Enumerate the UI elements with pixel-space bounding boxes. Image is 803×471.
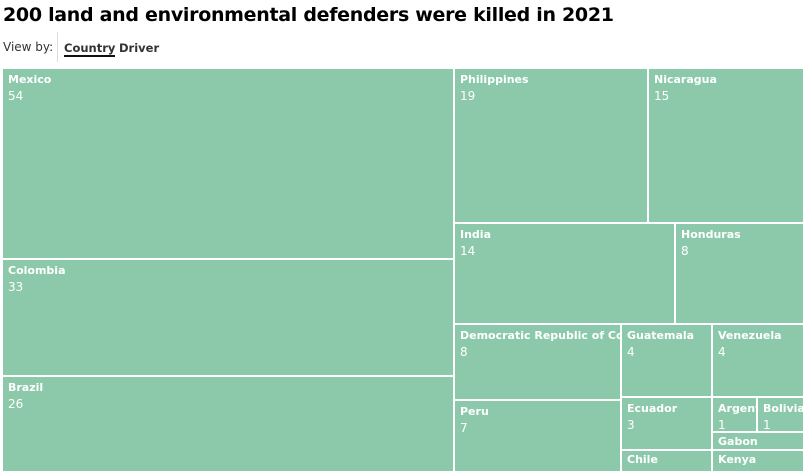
tile-label: Argentina [718, 402, 756, 415]
treemap-tile[interactable]: Argentina 1 [713, 398, 756, 431]
tile-value: 8 [681, 244, 689, 258]
tile-value: 8 [460, 345, 468, 359]
tile-value: 26 [8, 397, 24, 411]
treemap-tile[interactable]: Philippines 19 [455, 69, 647, 222]
view-by-country-tab[interactable]: Country [64, 41, 116, 57]
tile-label: Brazil [8, 381, 44, 394]
tile-value: 14 [460, 244, 476, 258]
tile-label: Philippines [460, 73, 529, 86]
treemap-tile[interactable]: Mexico 54 [3, 69, 453, 258]
divider [57, 32, 58, 62]
tile-value: 54 [8, 89, 24, 103]
chart-title: 200 land and environmental defenders wer… [3, 4, 614, 26]
tile-value: 1 [627, 469, 706, 471]
tile-label: Mexico [8, 73, 52, 86]
tile-label: Bolivia [763, 402, 803, 415]
tile-label: India [460, 228, 491, 241]
tile-label: Guatemala [627, 329, 695, 342]
tile-value: 1 [718, 469, 798, 471]
tile-label: Peru [460, 405, 489, 418]
view-by-driver-tab[interactable]: Driver [119, 41, 160, 55]
tile-label: Gabon [718, 435, 758, 448]
tile-label: Kenya [718, 453, 757, 466]
treemap-tile[interactable]: Ecuador 3 [622, 398, 711, 449]
treemap-tile[interactable]: Honduras 8 [676, 224, 803, 323]
treemap-tile[interactable]: Kenya 1 [713, 451, 803, 471]
tile-value: 7 [460, 421, 468, 435]
treemap-tile[interactable]: Bolivia 1 [758, 398, 803, 431]
treemap-tile[interactable]: Colombia 33 [3, 260, 453, 375]
tile-label: Chile [627, 453, 658, 466]
view-by-label: View by: [3, 40, 54, 54]
tile-label: Venezuela [718, 329, 782, 342]
tile-value: 4 [627, 345, 635, 359]
treemap-tile[interactable]: Guatemala 4 [622, 325, 711, 396]
tile-label: Ecuador [627, 402, 678, 415]
tile-value: 19 [460, 89, 476, 103]
treemap-tile[interactable]: Democratic Republic of Congo 8 [455, 325, 620, 399]
treemap-tile[interactable]: Brazil 26 [3, 377, 453, 471]
tile-value: 1 [763, 418, 771, 431]
tile-label: Colombia [8, 264, 66, 277]
tile-label: Nicaragua [654, 73, 717, 86]
treemap-tile[interactable]: Peru 7 [455, 401, 620, 471]
treemap-tile[interactable]: Venezuela 4 [713, 325, 803, 396]
tile-value: 3 [627, 418, 635, 432]
treemap-tile[interactable]: Nicaragua 15 [649, 69, 803, 222]
tile-label: Democratic Republic of Congo [460, 329, 620, 342]
tile-value: 15 [654, 89, 670, 103]
treemap-tile[interactable]: India 14 [455, 224, 674, 323]
tile-value: 33 [8, 280, 24, 294]
tile-value: 4 [718, 345, 726, 359]
tile-label: Honduras [681, 228, 741, 241]
treemap-tile[interactable]: Gabon1 [713, 433, 803, 449]
tile-value: 1 [718, 418, 726, 431]
treemap-tile[interactable]: Chile 1 [622, 451, 711, 471]
